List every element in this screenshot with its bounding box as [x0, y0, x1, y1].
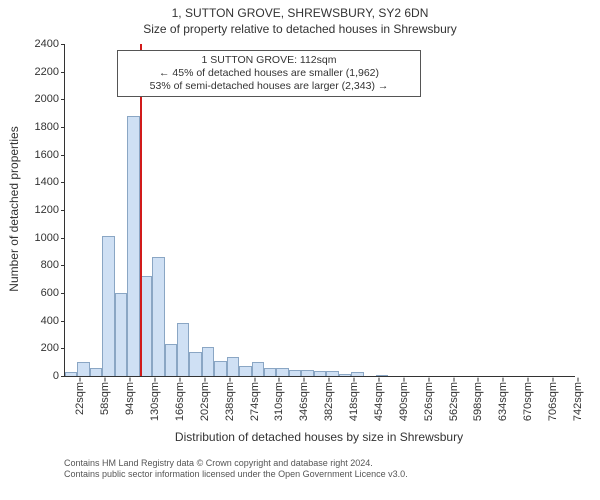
histogram-bar [65, 372, 77, 376]
y-tick: 1200 [35, 204, 65, 216]
histogram-bar [90, 368, 102, 376]
title-subtitle: Size of property relative to detached ho… [0, 22, 600, 36]
y-tick: 1800 [35, 121, 65, 133]
y-tick: 800 [41, 259, 65, 271]
histogram-bar [177, 323, 189, 376]
x-tick: 382sqm [323, 382, 335, 421]
y-tick: 400 [41, 315, 65, 327]
title-address: 1, SUTTON GROVE, SHREWSBURY, SY2 6DN [0, 6, 600, 20]
histogram-bar [252, 362, 264, 376]
y-tick: 200 [41, 342, 65, 354]
histogram-bar [214, 361, 226, 376]
x-tick: 310sqm [273, 382, 285, 421]
y-tick: 2400 [35, 38, 65, 50]
y-tick: 2200 [35, 66, 65, 78]
x-tick: 706sqm [547, 382, 559, 421]
x-tick: 742sqm [572, 382, 584, 421]
x-axis-label: Distribution of detached houses by size … [64, 430, 574, 444]
histogram-bar [314, 371, 326, 376]
x-tick: 274sqm [249, 382, 261, 421]
x-tick: 346sqm [298, 382, 310, 421]
histogram-bar [289, 370, 301, 377]
y-tick: 0 [53, 370, 65, 382]
y-tick: 1400 [35, 176, 65, 188]
x-tick: 130sqm [149, 382, 161, 421]
x-tick: 238sqm [224, 382, 236, 421]
histogram-bar [227, 357, 239, 376]
x-tick: 670sqm [522, 382, 534, 421]
annotation-box: 1 SUTTON GROVE: 112sqm← 45% of detached … [117, 50, 421, 97]
annotation-line-1: 1 SUTTON GROVE: 112sqm [124, 54, 414, 67]
histogram-bar [102, 236, 114, 376]
plot-area: 0200400600800100012001400160018002000220… [64, 44, 575, 377]
histogram-bar [115, 293, 127, 376]
histogram-bar [165, 344, 177, 376]
histogram-bar [301, 370, 313, 376]
histogram-bar [77, 362, 89, 376]
histogram-bar [376, 375, 388, 376]
histogram-bar [326, 371, 338, 376]
y-tick: 1600 [35, 149, 65, 161]
histogram-bar [202, 347, 214, 376]
footer-line-2: Contains public sector information licen… [64, 469, 574, 480]
annotation-line-2: ← 45% of detached houses are smaller (1,… [124, 67, 414, 80]
x-tick: 418sqm [348, 382, 360, 421]
x-tick: 634sqm [497, 382, 509, 421]
footer-attribution: Contains HM Land Registry data © Crown c… [64, 458, 574, 481]
histogram-bar [339, 374, 351, 376]
y-tick: 2000 [35, 93, 65, 105]
histogram-bar [127, 116, 139, 376]
histogram-bar [351, 372, 363, 376]
y-tick: 600 [41, 287, 65, 299]
histogram-bar [152, 257, 164, 376]
histogram-bar [189, 352, 201, 376]
x-tick: 490sqm [398, 382, 410, 421]
x-tick: 94sqm [124, 382, 136, 415]
x-tick: 598sqm [472, 382, 484, 421]
histogram-bar [239, 366, 251, 376]
x-tick: 58sqm [99, 382, 111, 415]
histogram-bar [264, 368, 276, 376]
x-tick: 526sqm [423, 382, 435, 421]
x-tick: 166sqm [174, 382, 186, 421]
histogram-bar [276, 368, 288, 376]
figure: 1, SUTTON GROVE, SHREWSBURY, SY2 6DN Siz… [0, 0, 600, 500]
x-tick: 454sqm [373, 382, 385, 421]
footer-line-1: Contains HM Land Registry data © Crown c… [64, 458, 574, 469]
annotation-line-3: 53% of semi-detached houses are larger (… [124, 80, 414, 93]
y-axis-label: Number of detached properties [7, 109, 21, 309]
x-tick: 562sqm [448, 382, 460, 421]
y-tick: 1000 [35, 232, 65, 244]
x-tick: 22sqm [74, 382, 86, 415]
x-tick: 202sqm [199, 382, 211, 421]
